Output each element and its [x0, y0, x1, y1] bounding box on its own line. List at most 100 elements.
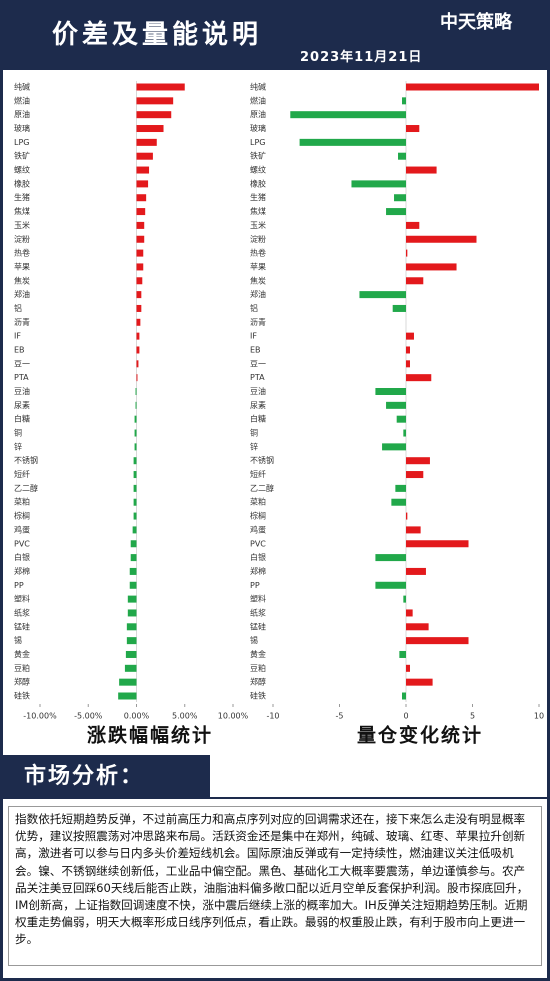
category-label: IF	[250, 332, 257, 341]
x-tick-label: -5	[336, 712, 344, 721]
bar	[395, 484, 406, 492]
bar	[133, 512, 137, 520]
category-label: 焦炭	[250, 275, 266, 285]
category-label: 尿素	[14, 400, 30, 410]
bar	[402, 692, 406, 700]
category-label: 郑棉	[14, 566, 30, 576]
category-label: 铜	[250, 428, 258, 438]
bar	[403, 429, 406, 437]
header: 价差及量能说明 2023年11月21日 中天策略	[0, 0, 550, 70]
category-label: 螺纹	[250, 165, 266, 175]
category-label: 纯碱	[14, 82, 30, 92]
bar	[136, 111, 172, 119]
category-label: 豆一	[14, 359, 30, 368]
bar	[135, 401, 137, 409]
category-label: 铁矿	[250, 151, 266, 161]
category-label: 锡	[250, 636, 258, 645]
category-label: 锡	[14, 636, 22, 645]
category-label: 锰硅	[14, 621, 30, 631]
bar	[136, 235, 145, 243]
x-tick-label: 10.00%	[218, 712, 249, 721]
category-label: 菜粕	[250, 497, 266, 507]
bar	[406, 540, 469, 548]
category-label: 乙二醇	[250, 483, 274, 493]
category-label: 菜粕	[14, 497, 30, 507]
category-label: 沥青	[250, 317, 266, 327]
category-label: 鸡蛋	[14, 524, 30, 534]
bar	[125, 650, 137, 658]
category-label: LPG	[14, 138, 29, 147]
category-label: 热卷	[14, 248, 30, 258]
bar	[398, 152, 406, 160]
bar	[133, 484, 137, 492]
category-label: LPG	[250, 138, 265, 147]
bar	[133, 471, 137, 479]
bar	[136, 318, 141, 326]
category-label: 豆一	[250, 359, 266, 368]
category-label: PVC	[14, 539, 30, 548]
bar	[136, 125, 164, 133]
category-label: 郑醇	[250, 677, 266, 687]
bar	[136, 332, 140, 340]
category-label: 郑油	[14, 289, 30, 299]
x-tick-label: 0	[403, 712, 408, 721]
x-tick-label: -10	[266, 712, 279, 721]
bar	[406, 360, 410, 368]
category-label: 玉米	[14, 220, 30, 230]
bar	[130, 540, 137, 548]
category-label: PVC	[250, 539, 266, 548]
category-label: 铁矿	[14, 151, 30, 161]
category-label: 生猪	[250, 192, 266, 202]
bar	[136, 221, 145, 229]
bar	[394, 194, 406, 202]
chart-title: 涨跌幅幅统计	[87, 724, 213, 747]
bar	[399, 650, 406, 658]
category-label: 鸡蛋	[250, 524, 266, 534]
bar	[136, 304, 142, 312]
bar	[136, 194, 147, 202]
x-tick-label: 10	[534, 712, 544, 721]
category-label: 淀粉	[14, 234, 30, 244]
category-label: 锌	[250, 441, 258, 451]
bar	[386, 401, 406, 409]
category-label: 原油	[14, 109, 30, 119]
category-label: 纸浆	[250, 607, 266, 617]
category-label: 郑棉	[250, 566, 266, 576]
category-label: 原油	[250, 109, 266, 119]
category-label: PTA	[250, 373, 265, 382]
category-label: 短纤	[14, 469, 30, 479]
bar	[406, 567, 426, 575]
bar	[375, 554, 406, 562]
bar	[136, 166, 150, 174]
category-label: 郑油	[250, 289, 266, 299]
bar	[126, 623, 137, 631]
category-label: 螺纹	[14, 165, 30, 175]
category-label: 燃油	[250, 95, 266, 105]
bar	[136, 138, 157, 146]
bar	[130, 554, 137, 562]
bar	[127, 609, 137, 617]
bar	[136, 208, 146, 216]
bar	[136, 152, 153, 160]
bar	[406, 678, 433, 686]
category-label: 短纤	[250, 469, 266, 479]
bar	[126, 637, 137, 645]
logo: 中天策略	[440, 12, 512, 33]
category-label: 焦炭	[14, 275, 30, 285]
category-label: 生猪	[14, 192, 30, 202]
chart-title: 量仓变化统计	[357, 724, 483, 747]
bar	[136, 277, 143, 285]
bar	[386, 208, 406, 216]
bar	[136, 180, 149, 188]
category-label: 燃油	[14, 95, 30, 105]
category-label: PTA	[14, 373, 29, 382]
category-label: 尿素	[250, 400, 266, 410]
bar	[406, 637, 469, 645]
category-label: 白银	[250, 552, 266, 562]
bar	[136, 83, 185, 91]
bar	[136, 249, 144, 257]
category-label: 铝	[250, 303, 258, 313]
bar	[129, 581, 137, 589]
